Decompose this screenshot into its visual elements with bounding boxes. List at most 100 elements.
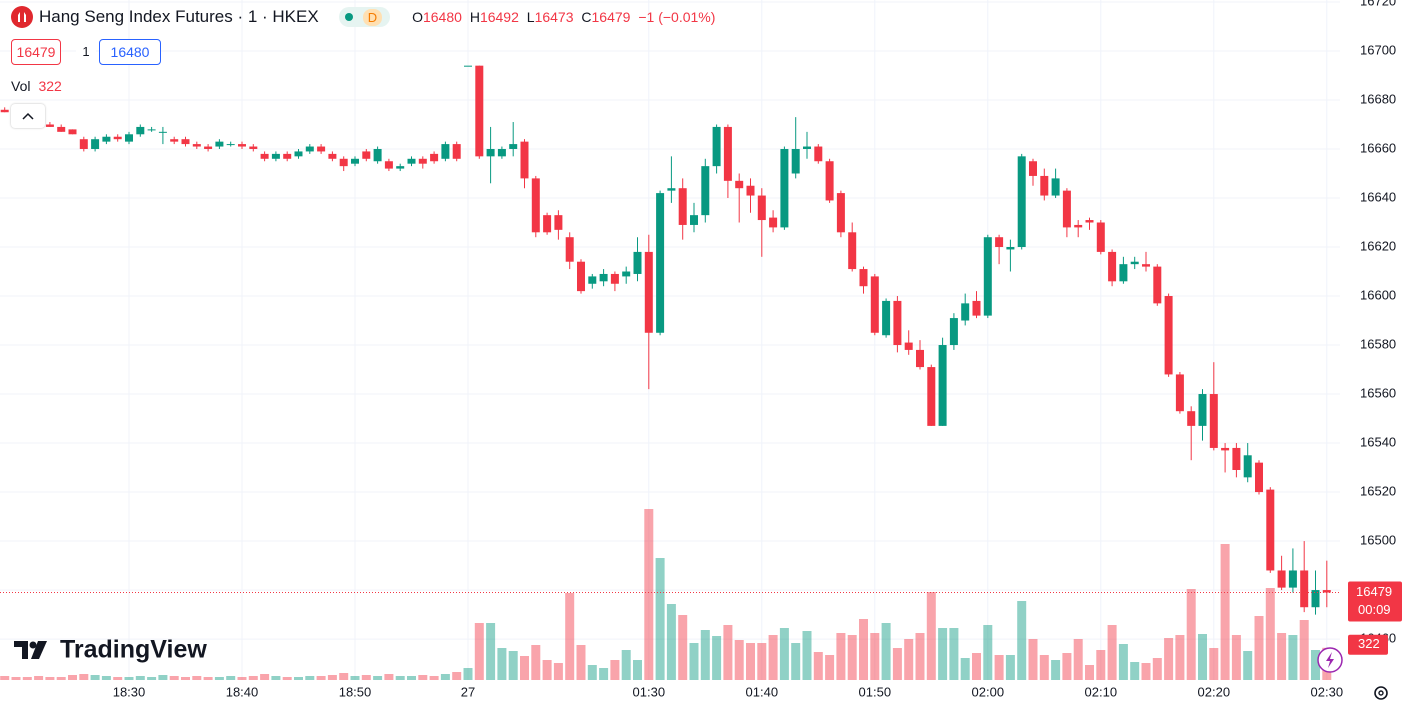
sell-button[interactable]: 16479 <box>11 39 61 65</box>
candle-body <box>938 345 947 426</box>
volume-bar <box>994 655 1004 680</box>
volume-bar <box>813 652 823 680</box>
candle-body <box>531 178 540 233</box>
volume-bar <box>34 676 44 680</box>
volume-bar <box>1096 650 1106 680</box>
volume-bar <box>101 676 111 680</box>
volume-bar <box>350 676 360 680</box>
volume-bar <box>11 677 21 680</box>
y-tick-label: 16500 <box>1360 532 1396 547</box>
x-tick-label: 02:30 <box>1311 684 1344 699</box>
symbol-title[interactable]: Hang Seng Index Futures · 1 · HKEX <box>39 7 319 26</box>
volume-bar <box>1220 544 1230 680</box>
candle-body <box>1255 462 1263 493</box>
candle-body <box>836 193 845 233</box>
volume-bar <box>723 625 733 680</box>
volume-bar <box>802 631 812 680</box>
volume-bar <box>282 677 292 680</box>
candle-body <box>68 129 77 135</box>
candle-body <box>667 188 676 191</box>
volume-bar <box>768 635 778 680</box>
candle-body <box>701 166 710 216</box>
candle-body <box>1108 251 1117 282</box>
x-tick-label: 18:30 <box>113 684 146 699</box>
candle-body <box>339 158 348 167</box>
candle-body <box>554 215 563 230</box>
candle-body <box>927 367 936 426</box>
candle-body <box>1096 222 1105 252</box>
status-pill[interactable]: D <box>338 7 391 27</box>
volume-bar <box>192 676 202 680</box>
ohlc-value: 16473 <box>534 9 574 25</box>
lightning-button[interactable] <box>1317 647 1343 673</box>
y-tick-label: 16540 <box>1360 434 1396 449</box>
candles <box>0 65 1346 615</box>
volume-bar <box>734 640 744 680</box>
candle-body <box>1074 224 1083 228</box>
candle-body <box>983 237 992 316</box>
gear[interactable] <box>1374 686 1388 700</box>
volume-bar <box>972 653 981 680</box>
candle-body <box>1209 394 1218 448</box>
candle-body <box>848 232 857 270</box>
volume-bar <box>452 672 462 680</box>
y-tick-label: 16700 <box>1360 42 1396 57</box>
candle-body <box>192 144 201 147</box>
collapse-button[interactable] <box>11 104 45 128</box>
x-tick-label: 02:00 <box>972 684 1005 699</box>
lightning-icon <box>1326 652 1334 668</box>
candle-body <box>79 139 88 149</box>
volume-bar <box>576 645 586 680</box>
candle-body <box>0 109 9 113</box>
volume-bar <box>825 655 835 680</box>
settings-button[interactable] <box>1374 686 1388 700</box>
volume-bar <box>881 623 891 680</box>
volume-bar <box>474 623 484 680</box>
candle-body <box>441 144 450 159</box>
logo-mark <box>29 641 37 649</box>
y-tick-label: 16620 <box>1360 238 1396 253</box>
ohlc-label: C <box>581 9 592 25</box>
volume-pane <box>0 509 1332 680</box>
candle-body <box>565 237 574 262</box>
candle-body <box>384 161 393 169</box>
volume-bar <box>938 628 948 680</box>
candle-body <box>644 251 653 333</box>
candle-body <box>599 273 608 282</box>
candle-body <box>1266 489 1275 571</box>
ohlc-value: 16480 <box>422 9 462 25</box>
status-dot <box>344 13 353 21</box>
y-tick-label: 16680 <box>1360 91 1396 106</box>
candle-body <box>814 146 823 162</box>
volume-bar <box>531 645 541 680</box>
candle-body <box>916 349 924 368</box>
buy-button[interactable]: 16480 <box>99 39 161 65</box>
volume-bar <box>316 676 326 680</box>
volume-bar <box>271 676 281 680</box>
ohlc-label: H <box>469 9 480 25</box>
volume-bar <box>68 675 77 680</box>
volume-bar <box>203 677 213 680</box>
candle-body <box>45 124 54 127</box>
volume-bar <box>56 677 66 680</box>
candle-body <box>283 153 292 159</box>
candle-body <box>113 136 122 140</box>
volume-bar <box>1051 660 1061 680</box>
price-badge-value: 16479 <box>1356 584 1392 599</box>
candle-body <box>622 271 631 277</box>
volume-badge-value: 322 <box>1358 636 1380 651</box>
candle-body <box>464 65 472 67</box>
volume-bar <box>1311 650 1320 680</box>
candle-body <box>215 141 224 147</box>
change: −1 (−0.01%) <box>638 9 716 25</box>
volume-bar <box>915 633 925 680</box>
volume-bar <box>237 677 247 680</box>
candle-body <box>656 193 665 333</box>
volume-bar <box>124 677 134 680</box>
volume-bar <box>949 628 959 680</box>
volume-bar <box>666 604 676 680</box>
candle-body <box>723 126 732 181</box>
volume-bar <box>599 668 609 680</box>
volume-bar <box>1073 639 1083 680</box>
